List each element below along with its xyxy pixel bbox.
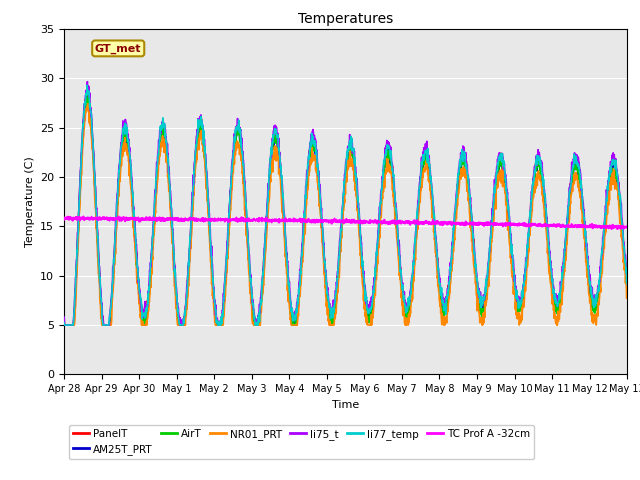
li77_temp xyxy=(60,320,68,325)
Y-axis label: Temperature (C): Temperature (C) xyxy=(24,156,35,247)
li75_t xyxy=(335,259,342,265)
PanelT xyxy=(60,321,68,327)
NR01_PRT xyxy=(60,322,68,328)
TC Prof A -32cm xyxy=(79,214,87,219)
TC Prof A -32cm xyxy=(504,222,511,228)
NR01_PRT xyxy=(319,253,327,259)
Line: PanelT: PanelT xyxy=(64,89,627,325)
AM25T_PRT xyxy=(334,270,342,276)
AM25T_PRT xyxy=(504,207,511,213)
NR01_PRT xyxy=(84,101,92,107)
li77_temp xyxy=(607,162,615,168)
PanelT xyxy=(335,264,342,270)
PanelT xyxy=(83,86,91,92)
Line: AM25T_PRT: AM25T_PRT xyxy=(64,95,627,325)
li77_temp xyxy=(335,264,342,270)
li77_temp xyxy=(623,282,631,288)
AirT xyxy=(319,245,327,251)
AirT xyxy=(89,145,97,151)
TC Prof A -32cm xyxy=(89,217,97,223)
X-axis label: Time: Time xyxy=(332,400,359,409)
AirT xyxy=(60,322,68,328)
AirT xyxy=(607,168,614,174)
PanelT xyxy=(504,199,512,204)
AM25T_PRT xyxy=(607,170,615,176)
Line: li75_t: li75_t xyxy=(64,82,627,325)
AM25T_PRT xyxy=(319,241,327,247)
NR01_PRT xyxy=(334,284,342,290)
AM25T_PRT xyxy=(60,322,68,328)
PanelT xyxy=(607,163,615,168)
AM25T_PRT xyxy=(89,146,97,152)
NR01_PRT xyxy=(607,187,615,193)
AirT xyxy=(607,164,615,170)
PanelT xyxy=(61,322,68,328)
PanelT xyxy=(90,149,97,155)
TC Prof A -32cm xyxy=(319,219,327,225)
Line: li77_temp: li77_temp xyxy=(64,85,627,325)
AirT xyxy=(334,276,342,282)
Line: NR01_PRT: NR01_PRT xyxy=(64,104,627,325)
PanelT xyxy=(623,279,631,285)
li75_t xyxy=(60,314,68,320)
TC Prof A -32cm xyxy=(608,226,616,232)
li77_temp xyxy=(319,240,327,246)
li75_t xyxy=(607,159,615,165)
li75_t xyxy=(90,146,97,152)
TC Prof A -32cm xyxy=(334,218,342,224)
AM25T_PRT xyxy=(623,283,631,289)
AirT xyxy=(84,88,92,94)
li77_temp xyxy=(83,82,91,88)
li75_t xyxy=(607,159,615,165)
AirT xyxy=(623,284,631,289)
Line: TC Prof A -32cm: TC Prof A -32cm xyxy=(64,216,627,229)
li77_temp xyxy=(90,149,97,155)
li77_temp xyxy=(504,206,512,212)
AirT xyxy=(504,208,511,214)
AM25T_PRT xyxy=(607,168,614,174)
NR01_PRT xyxy=(89,150,97,156)
NR01_PRT xyxy=(607,180,614,185)
li75_t xyxy=(61,322,68,328)
li75_t xyxy=(84,79,92,84)
li75_t xyxy=(319,242,327,248)
AM25T_PRT xyxy=(84,92,92,97)
TC Prof A -32cm xyxy=(607,224,615,230)
Line: AirT: AirT xyxy=(64,91,627,325)
NR01_PRT xyxy=(623,289,631,295)
li75_t xyxy=(504,198,512,204)
li77_temp xyxy=(607,162,615,168)
NR01_PRT xyxy=(504,227,511,233)
PanelT xyxy=(319,246,327,252)
TC Prof A -32cm xyxy=(60,216,68,222)
li77_temp xyxy=(61,322,68,328)
li75_t xyxy=(623,272,631,277)
Title: Temperatures: Temperatures xyxy=(298,12,393,26)
Legend: PanelT, AM25T_PRT, AirT, NR01_PRT, li75_t, li77_temp, TC Prof A -32cm: PanelT, AM25T_PRT, AirT, NR01_PRT, li75_… xyxy=(69,424,534,459)
TC Prof A -32cm xyxy=(607,225,614,230)
TC Prof A -32cm xyxy=(623,225,631,230)
Text: GT_met: GT_met xyxy=(95,43,141,54)
PanelT xyxy=(607,164,615,169)
